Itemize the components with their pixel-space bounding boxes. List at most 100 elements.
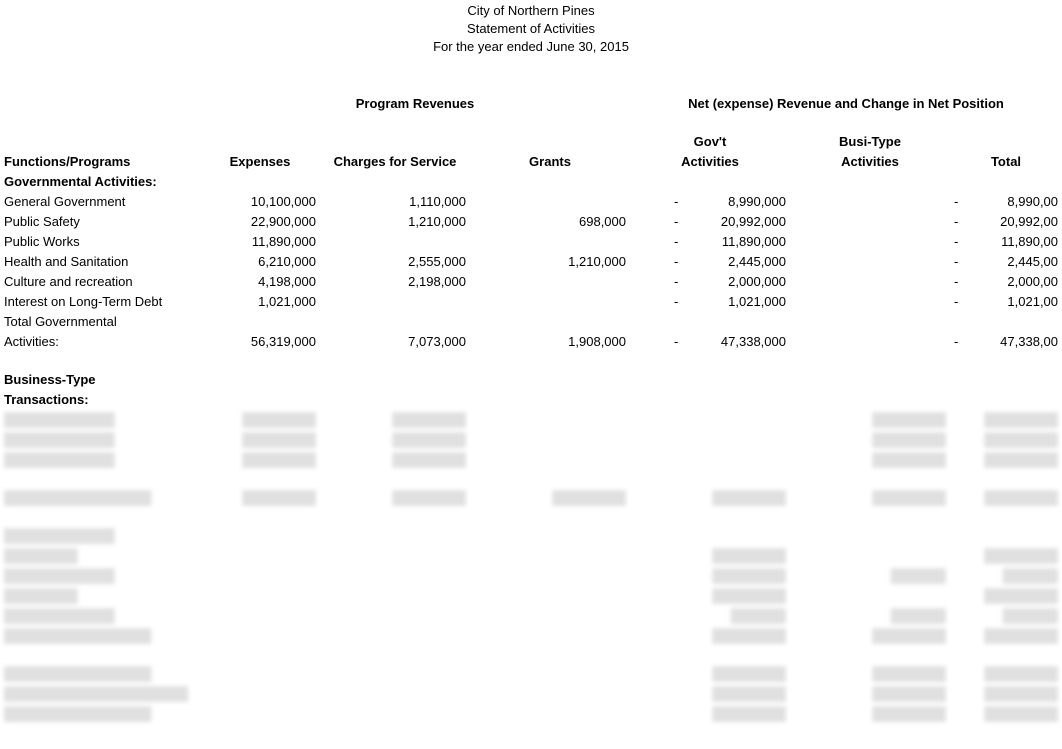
total-gov-label-1: Total Governmental <box>0 312 200 332</box>
spacer <box>0 76 1062 94</box>
row-label: General Government <box>0 192 200 212</box>
spacer <box>0 114 1062 132</box>
cell-expenses: 11,890,000 <box>200 232 320 252</box>
interest-debt-row: Interest on Long-Term Debt 1,021,000 -1,… <box>0 292 1062 312</box>
statement-table-container: Program Revenues Net (expense) Revenue a… <box>0 76 1062 724</box>
row-label: Public Works <box>0 232 200 252</box>
cell-busi <box>790 232 950 252</box>
grants-header: Grants <box>470 152 630 172</box>
busi-type-header-2: Activities <box>790 152 950 172</box>
cell-govt: -2,445,000 <box>630 252 790 272</box>
charges-header: Charges for Service <box>320 152 470 172</box>
cell-expenses: 10,100,000 <box>200 192 320 212</box>
business-type-section-1: Business-Type <box>0 370 1062 390</box>
cell-busi <box>790 252 950 272</box>
blurred-row: ████████████████████████████████████████… <box>0 684 1062 704</box>
row-label: Culture and recreation <box>0 272 200 292</box>
govt-activities-header-2: Activities <box>630 152 790 172</box>
cell-grants <box>470 292 630 312</box>
cell-charges: 2,555,000 <box>320 252 470 272</box>
blurred-row: ████████████████████████████████████████ <box>0 704 1062 724</box>
cell-expenses: 4,198,000 <box>200 272 320 292</box>
spacer <box>0 470 1062 488</box>
blurred-row: ████████████████████████████████████████ <box>0 626 1062 646</box>
total-governmental-label-row: Total Governmental <box>0 312 1062 332</box>
cell-busi <box>790 332 950 352</box>
total-gov-label-2: Activities: <box>0 332 200 352</box>
governmental-activities-label: Governmental Activities: <box>0 172 200 192</box>
spacer <box>0 646 1062 664</box>
cell-grants <box>470 192 630 212</box>
cell-charges: 1,210,000 <box>320 212 470 232</box>
culture-recreation-row: Culture and recreation 4,198,000 2,198,0… <box>0 272 1062 292</box>
busi-type-header-1: Busi-Type <box>790 132 950 152</box>
sub-header-row-1: Gov't Busi-Type <box>0 132 1062 152</box>
document-header: City of Northern Pines Statement of Acti… <box>0 0 1062 76</box>
net-expense-header: Net (expense) Revenue and Change in Net … <box>630 94 1062 114</box>
cell-govt: -2,000,000 <box>630 272 790 292</box>
row-label: Interest on Long-Term Debt <box>0 292 200 312</box>
cell-expenses: 22,900,000 <box>200 212 320 232</box>
cell-grants: 1,210,000 <box>470 252 630 272</box>
cell-govt: -20,992,000 <box>630 212 790 232</box>
cell-grants <box>470 232 630 252</box>
blurred-row: ████████████████████████████████████████… <box>0 430 1062 450</box>
total-governmental-row: Activities: 56,319,000 7,073,000 1,908,0… <box>0 332 1062 352</box>
business-type-label-2: Transactions: <box>0 390 200 410</box>
cell-total: -11,890,00 <box>950 232 1062 252</box>
cell-govt: -11,890,000 <box>630 232 790 252</box>
health-sanitation-row: Health and Sanitation 6,210,000 2,555,00… <box>0 252 1062 272</box>
functions-header: Functions/Programs <box>0 152 200 172</box>
cell-total: -1,021,00 <box>950 292 1062 312</box>
blurred-row: ████████████ <box>0 526 1062 546</box>
cell-govt: -1,021,000 <box>630 292 790 312</box>
column-header-row: Functions/Programs Expenses Charges for … <box>0 152 1062 172</box>
cell-grants: 698,000 <box>470 212 630 232</box>
cell-total: -2,445,00 <box>950 252 1062 272</box>
cell-expenses: 6,210,000 <box>200 252 320 272</box>
header-title-3: For the year ended June 30, 2015 <box>0 38 1062 56</box>
public-works-row: Public Works 11,890,000 -11,890,000 -11,… <box>0 232 1062 252</box>
business-type-label-1: Business-Type <box>0 370 200 390</box>
business-type-section-2: Transactions: <box>0 390 1062 410</box>
cell-charges <box>320 292 470 312</box>
cell-charges <box>320 232 470 252</box>
governmental-activities-section: Governmental Activities: <box>0 172 1062 192</box>
cell-expenses: 56,319,000 <box>200 332 320 352</box>
group-header-row: Program Revenues Net (expense) Revenue a… <box>0 94 1062 114</box>
spacer <box>0 508 1062 526</box>
blurred-row: ████████████████████████████████████████… <box>0 410 1062 430</box>
cell-expenses: 1,021,000 <box>200 292 320 312</box>
blurred-row: ██████████████████████████████ <box>0 606 1062 626</box>
blurred-row: ████████████████████████ <box>0 586 1062 606</box>
cell-govt: -47,338,000 <box>630 332 790 352</box>
cell-grants <box>470 272 630 292</box>
govt-activities-header-1: Gov't <box>630 132 790 152</box>
blurred-row: ████████████████████████████████ <box>0 566 1062 586</box>
cell-govt: -8,990,000 <box>630 192 790 212</box>
cell-grants: 1,908,000 <box>470 332 630 352</box>
cell-busi <box>790 192 950 212</box>
cell-busi <box>790 272 950 292</box>
cell-charges: 7,073,000 <box>320 332 470 352</box>
header-title-2: Statement of Activities <box>0 20 1062 38</box>
spacer <box>0 352 1062 370</box>
public-safety-row: Public Safety 22,900,000 1,210,000 698,0… <box>0 212 1062 232</box>
statement-table: Program Revenues Net (expense) Revenue a… <box>0 76 1062 724</box>
total-header: Total <box>950 152 1062 172</box>
expenses-header: Expenses <box>200 152 320 172</box>
cell-busi <box>790 212 950 232</box>
cell-charges: 2,198,000 <box>320 272 470 292</box>
cell-total: -20,992,00 <box>950 212 1062 232</box>
header-title-1: City of Northern Pines <box>0 2 1062 20</box>
blurred-row: ████████████████████████████████████████ <box>0 664 1062 684</box>
cell-total: -2,000,00 <box>950 272 1062 292</box>
row-label: Health and Sanitation <box>0 252 200 272</box>
cell-charges: 1,110,000 <box>320 192 470 212</box>
cell-total: -8,990,00 <box>950 192 1062 212</box>
cell-total: -47,338,00 <box>950 332 1062 352</box>
blurred-row: ████████████████████████████████████████… <box>0 488 1062 508</box>
cell-busi <box>790 292 950 312</box>
row-label: Public Safety <box>0 212 200 232</box>
program-revenues-header: Program Revenues <box>200 94 630 114</box>
